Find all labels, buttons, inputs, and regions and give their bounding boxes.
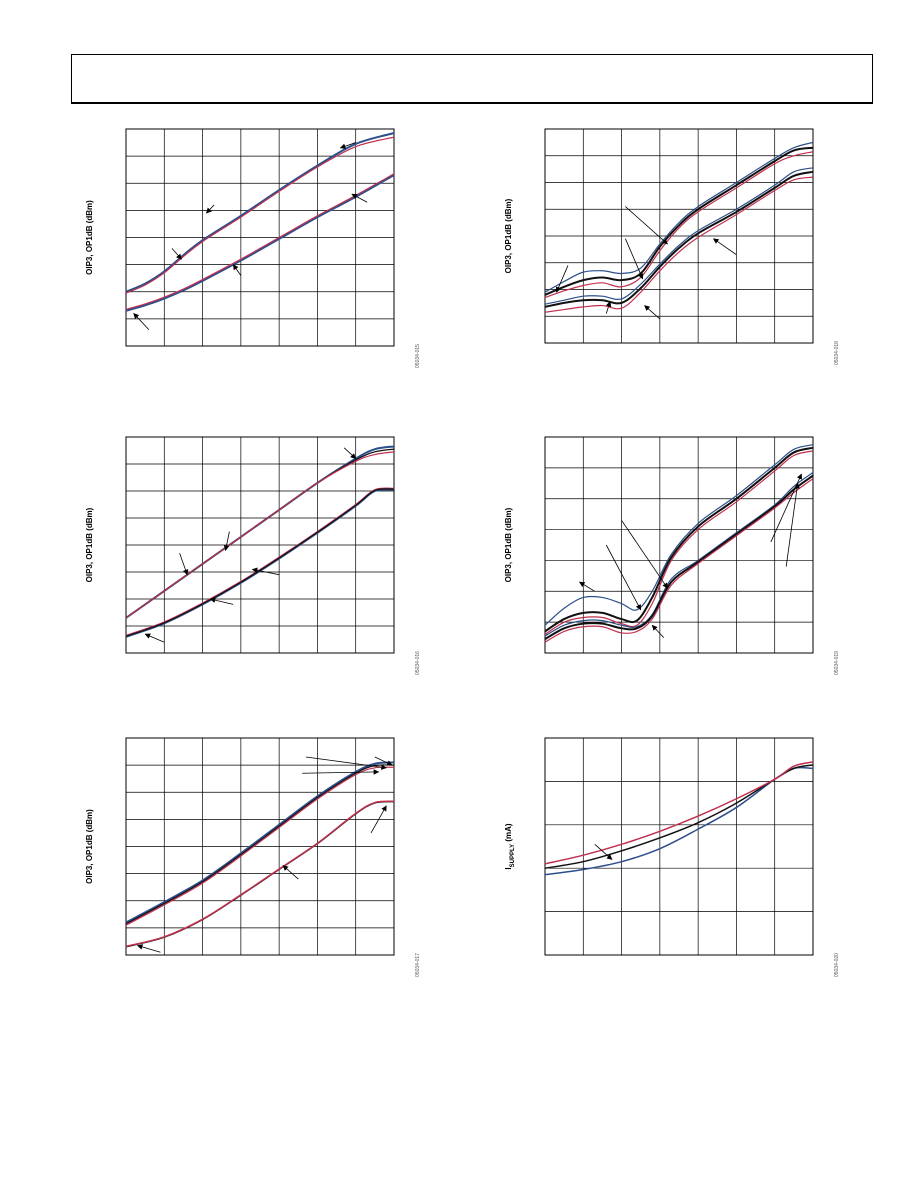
annotation-arrow bbox=[305, 756, 387, 770]
grid bbox=[545, 738, 813, 955]
series-line-blue bbox=[544, 766, 814, 876]
annotation-arrow bbox=[144, 633, 165, 643]
annotation-arrow bbox=[209, 597, 234, 605]
y-axis-label: ISUPPLY (mA) bbox=[504, 823, 516, 869]
y-axis-label: OIP3, OP1dB (dBm) bbox=[85, 200, 94, 275]
figure-id: 05034-017 bbox=[415, 953, 421, 977]
annotation-arrow bbox=[621, 520, 668, 589]
series-line-blue bbox=[544, 141, 814, 293]
y-axis-label: OIP3, OP1dB (dBm) bbox=[85, 809, 94, 884]
annotation-arrow bbox=[712, 238, 737, 256]
figure-id: 05034-020 bbox=[834, 953, 840, 977]
y-axis-label-text: OIP3, OP1dB (dBm) bbox=[504, 507, 513, 582]
annotation-arrow bbox=[651, 624, 664, 638]
grid bbox=[126, 437, 394, 653]
annotation-arrow bbox=[644, 305, 661, 320]
annotation-arrow bbox=[625, 206, 668, 245]
annotation-arrow bbox=[223, 531, 230, 551]
series-line-red bbox=[125, 173, 395, 310]
series-line-blue bbox=[544, 167, 814, 305]
series-line-red bbox=[125, 136, 395, 294]
series-line-black bbox=[544, 146, 814, 296]
series-line-red bbox=[544, 478, 814, 643]
series-line-red bbox=[544, 176, 814, 313]
annotation-arrow bbox=[605, 301, 612, 314]
annotation-arrow bbox=[282, 865, 299, 880]
page-header-box bbox=[71, 54, 873, 104]
series-line-red bbox=[125, 766, 395, 926]
series-line-blue bbox=[544, 444, 814, 626]
annotation-arrow bbox=[785, 482, 800, 567]
y-axis-label: OIP3, OP1dB (dBm) bbox=[504, 198, 513, 273]
series-line-red bbox=[544, 761, 814, 865]
annotation-arrow bbox=[578, 581, 595, 592]
series-line-red bbox=[125, 451, 395, 619]
plot-frame bbox=[125, 128, 395, 347]
annotation-arrow bbox=[594, 844, 613, 860]
annotation-arrow bbox=[251, 567, 280, 576]
series-line-black bbox=[544, 474, 814, 640]
figure-id: 05034-016 bbox=[415, 651, 421, 675]
y-axis-label-text: OIP3, OP1dB (dBm) bbox=[85, 200, 94, 275]
plot-frame bbox=[125, 737, 395, 956]
series-line-red bbox=[125, 800, 395, 948]
annotation-arrow bbox=[133, 313, 150, 330]
figure-id: 05034-019 bbox=[834, 651, 840, 675]
series-line-blue bbox=[125, 174, 395, 312]
annotation-arrow bbox=[302, 769, 380, 775]
y-axis-label: OIP3, OP1dB (dBm) bbox=[85, 507, 94, 582]
series-line-blue bbox=[125, 761, 395, 924]
series-line-red bbox=[544, 450, 814, 635]
annotation-arrow bbox=[351, 193, 368, 203]
annotation-arrow bbox=[343, 447, 357, 459]
series-line-red bbox=[544, 151, 814, 299]
plot-frame bbox=[544, 737, 814, 956]
annotation-arrow bbox=[370, 805, 387, 834]
series-line-red bbox=[125, 487, 395, 637]
y-axis-label-subscript: SUPPLY bbox=[510, 844, 516, 867]
y-axis-label: OIP3, OP1dB (dBm) bbox=[504, 507, 513, 582]
series-line-blue bbox=[125, 132, 395, 293]
series-line-black bbox=[544, 764, 814, 869]
y-axis-label-text: I bbox=[504, 867, 513, 869]
y-axis-label-text: OIP3, OP1dB (dBm) bbox=[85, 809, 94, 884]
annotation-arrow bbox=[179, 552, 189, 576]
grid bbox=[545, 129, 813, 343]
annotation-arrow bbox=[136, 944, 161, 953]
series-line-black bbox=[125, 764, 395, 925]
series-line-black bbox=[544, 446, 814, 633]
series-line-black bbox=[125, 488, 395, 637]
annotation-arrow bbox=[555, 265, 569, 293]
annotation-arrow bbox=[339, 142, 356, 149]
figure-id: 05034-018 bbox=[834, 341, 840, 365]
annotation-arrow bbox=[171, 248, 182, 260]
annotation-arrow bbox=[206, 204, 215, 214]
grid bbox=[545, 437, 813, 653]
annotation-arrow bbox=[605, 544, 642, 611]
annotation-arrow bbox=[374, 756, 393, 766]
figure-id: 05034-015 bbox=[415, 344, 421, 368]
plot-frame bbox=[125, 436, 395, 654]
plot-frame bbox=[544, 436, 814, 654]
y-axis-label-text: OIP3, OP1dB (dBm) bbox=[85, 507, 94, 582]
annotation-arrow bbox=[232, 264, 242, 276]
series-line-black bbox=[544, 170, 814, 308]
plot-frame bbox=[544, 128, 814, 344]
y-axis-label-text: OIP3, OP1dB (dBm) bbox=[504, 198, 513, 273]
annotation-arrow bbox=[625, 238, 644, 280]
y-axis-label-unit: (mA) bbox=[504, 823, 513, 844]
